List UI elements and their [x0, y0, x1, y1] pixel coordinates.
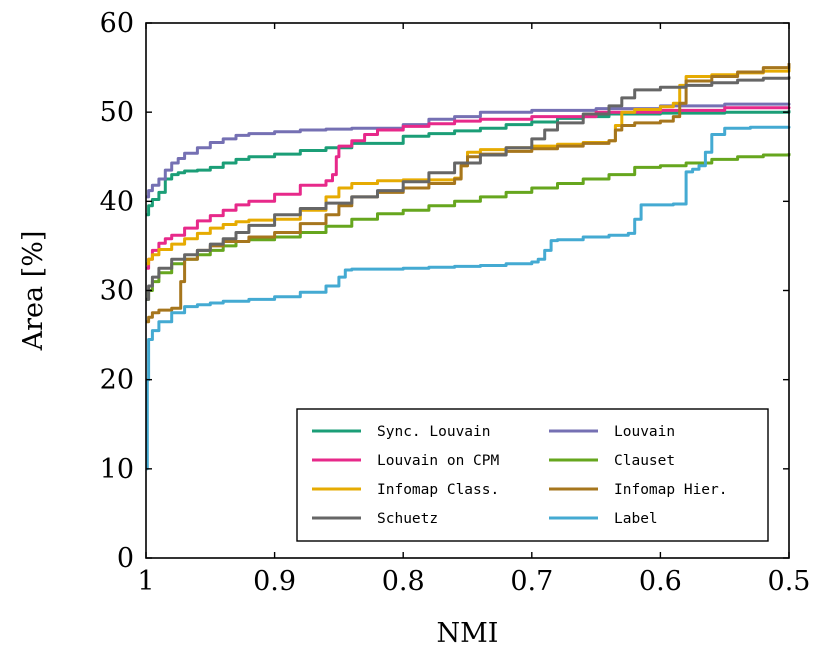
series-line-3 [146, 106, 791, 270]
series-line-7 [146, 76, 791, 301]
series-line-6 [146, 63, 791, 324]
x-tick-label: 1 [137, 566, 154, 597]
series-line-8 [145, 125, 791, 471]
y-tick-label: 30 [100, 276, 134, 307]
y-tick-label: 20 [100, 365, 134, 396]
y-tick-label: 40 [100, 186, 134, 217]
x-tick-label: 0.9 [253, 566, 296, 597]
legend: Sync. Louvain Louvain Louvain on CPM Clause… [296, 408, 769, 542]
legend-box [296, 408, 769, 542]
legend-label: Infomap Hier. [614, 482, 728, 498]
legend-label: Schuetz [377, 511, 438, 527]
x-tick-label: 0.5 [768, 566, 811, 597]
y-tick-label: 10 [100, 454, 134, 485]
series-line-4 [146, 153, 791, 301]
legend-label: Label [614, 511, 658, 527]
tick-layer: 1 0.9 0.8 0.7 0.6 0.5 0 10 20 30 40 50 60 [100, 8, 811, 597]
legend-label: Sync. Louvain [377, 424, 491, 440]
x-tick-label: 0.6 [639, 566, 682, 597]
legend-label: Louvain on CPM [377, 453, 499, 469]
series-layer [145, 63, 791, 471]
legend-label: Infomap Class. [377, 482, 499, 498]
x-tick-label: 0.8 [382, 566, 425, 597]
x-tick-label: 0.7 [510, 566, 553, 597]
y-tick-label: 0 [117, 543, 134, 574]
series-line-1 [146, 110, 791, 217]
y-tick-label: 60 [100, 8, 134, 39]
y-axis-label: Area [%] [18, 231, 49, 352]
series-line-2 [146, 102, 791, 199]
legend-label: Clauset [614, 453, 675, 469]
y-tick-label: 50 [100, 97, 134, 128]
x-axis-label: NMI [437, 618, 499, 649]
legend-label: Louvain [614, 424, 675, 440]
